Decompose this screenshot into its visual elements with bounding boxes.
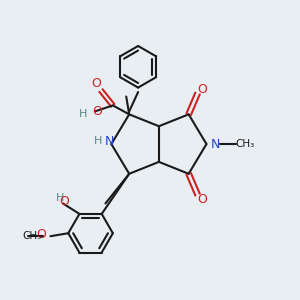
Text: H: H: [79, 109, 88, 119]
Text: CH₃: CH₃: [236, 139, 255, 149]
Text: CH₃: CH₃: [22, 231, 41, 241]
Text: O: O: [93, 106, 103, 118]
Text: O: O: [92, 76, 101, 90]
Text: N: N: [211, 138, 220, 151]
Text: H: H: [56, 193, 64, 202]
Text: O: O: [60, 195, 70, 208]
Text: O: O: [197, 82, 207, 96]
Text: N: N: [105, 135, 115, 148]
Text: O: O: [197, 193, 207, 206]
Text: H: H: [94, 136, 102, 146]
Text: O: O: [36, 228, 46, 241]
